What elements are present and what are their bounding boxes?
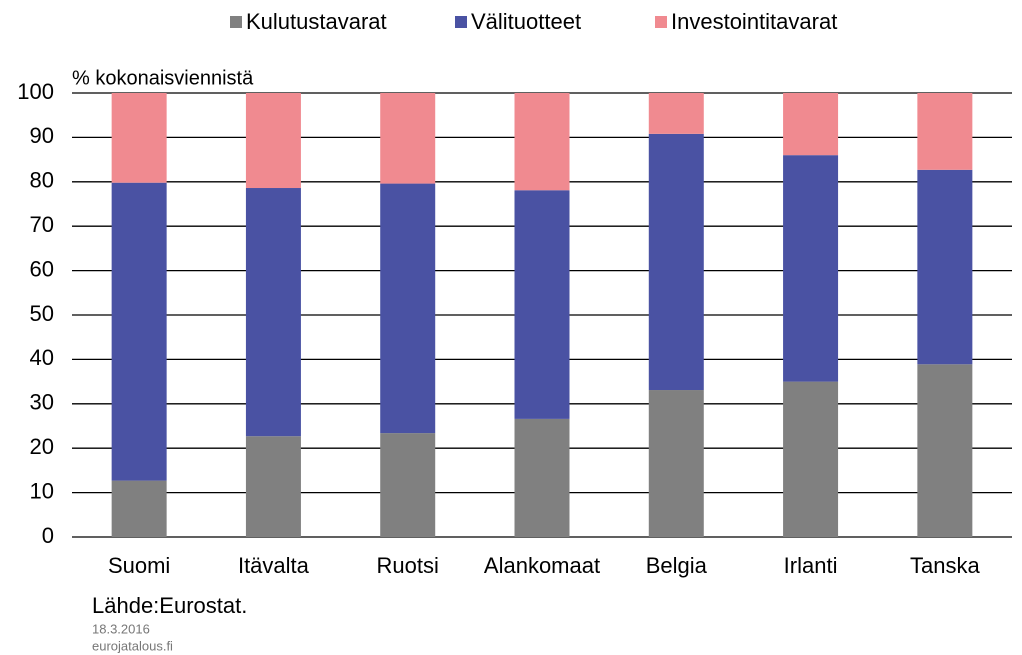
bar-segment (514, 418, 570, 537)
bar-segment (917, 169, 973, 365)
legend-label: Kulutustavarat (246, 9, 387, 34)
bar-segment (648, 93, 704, 134)
x-tick-label: Tanska (910, 553, 980, 578)
bar-segment (648, 390, 704, 537)
bar-segment (917, 364, 973, 537)
legend-swatch (655, 16, 667, 28)
y-tick-label: 30 (30, 390, 54, 415)
date: 18.3.2016 (92, 621, 150, 636)
bar-segment (783, 93, 839, 156)
y-axis-label: % kokonaisviennistä (72, 67, 254, 89)
y-tick-label: 10 (30, 478, 54, 503)
x-tick-label: Suomi (108, 553, 170, 578)
source: Lähde:Eurostat. (92, 593, 247, 618)
bar-segment (917, 93, 973, 170)
bar-segment (245, 436, 301, 537)
bar-segment (380, 93, 436, 184)
bar-segment (514, 190, 570, 419)
bar-segment (111, 93, 167, 183)
bar-segment (245, 188, 301, 437)
legend-swatch (455, 16, 467, 28)
legend-label: Välituotteet (471, 9, 581, 34)
y-tick-label: 0 (42, 523, 54, 548)
bar-segment (111, 480, 167, 537)
y-tick-label: 20 (30, 434, 54, 459)
bar-segment (783, 381, 839, 537)
y-tick-label: 90 (30, 123, 54, 148)
bar-segment (111, 182, 167, 481)
x-tick-label: Alankomaat (484, 553, 600, 578)
legend-swatch (230, 16, 242, 28)
bar-segment (380, 183, 436, 434)
bar-segment (245, 93, 301, 189)
bar-segment (648, 133, 704, 391)
bar-segment (514, 93, 570, 191)
y-tick-label: 40 (30, 345, 54, 370)
y-tick-label: 70 (30, 212, 54, 237)
website: eurojatalous.fi (92, 638, 173, 653)
x-tick-label: Itävalta (238, 553, 310, 578)
y-tick-label: 100 (17, 79, 54, 104)
x-tick-label: Irlanti (784, 553, 838, 578)
bar-segment (783, 155, 839, 382)
x-tick-label: Belgia (646, 553, 708, 578)
bar-segment (380, 433, 436, 537)
legend-label: Investointitavarat (671, 9, 837, 34)
y-tick-label: 50 (30, 301, 54, 326)
x-tick-label: Ruotsi (377, 553, 439, 578)
y-tick-label: 80 (30, 168, 54, 193)
y-tick-label: 60 (30, 256, 54, 281)
